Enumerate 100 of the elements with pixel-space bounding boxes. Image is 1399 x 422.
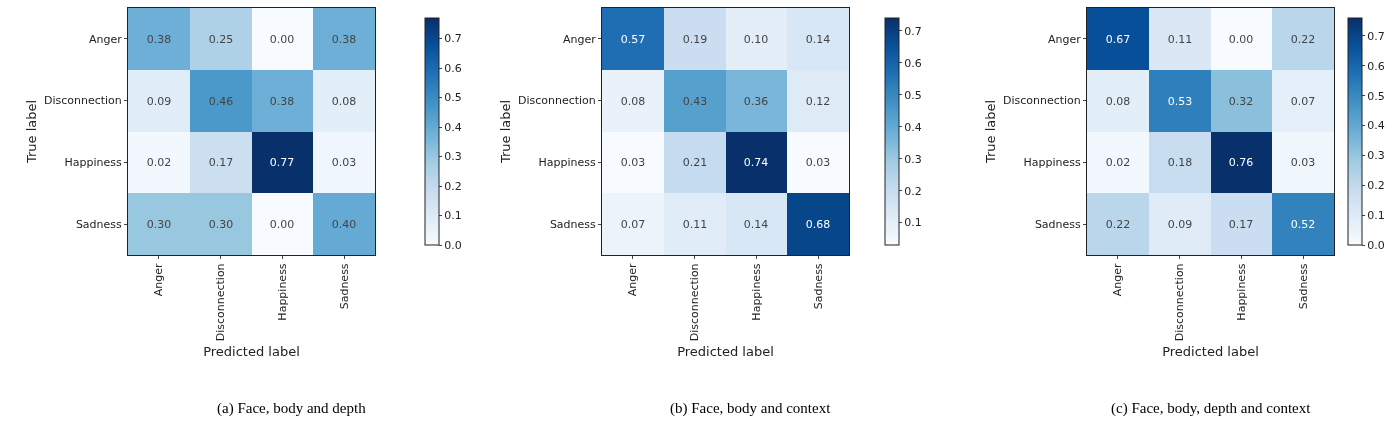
data-label: 0.36 bbox=[743, 94, 769, 108]
data-label: 0.08 bbox=[1105, 94, 1131, 108]
x-tick-label: Disconnection bbox=[688, 263, 702, 342]
color-bar-label: 0.5 bbox=[1367, 89, 1385, 103]
color-bar-label: 0.0 bbox=[444, 238, 462, 252]
data-label: 0.03 bbox=[620, 155, 646, 169]
color-bar-label: 0.6 bbox=[904, 56, 922, 70]
data-label: 0.38 bbox=[146, 32, 172, 46]
color-bar-label: 0.5 bbox=[904, 88, 922, 102]
color-bar-label: 0.4 bbox=[904, 120, 922, 134]
y-tick-label: Anger bbox=[89, 32, 123, 46]
x-tick-label: Anger bbox=[626, 262, 640, 297]
data-label: 0.21 bbox=[682, 155, 708, 169]
y-axis-title: True label bbox=[982, 99, 998, 165]
x-axis-title: Predicted label bbox=[203, 343, 300, 359]
data-label: 0.53 bbox=[1167, 94, 1193, 108]
data-label: 0.25 bbox=[208, 32, 234, 46]
color-bar-label: 0.4 bbox=[444, 120, 462, 134]
y-tick-label: Disconnection bbox=[1002, 94, 1081, 108]
data-label: 0.14 bbox=[743, 217, 769, 231]
x-tick-label: Happiness bbox=[275, 263, 289, 321]
data-label: 0.11 bbox=[682, 217, 708, 231]
y-axis-title: True label bbox=[497, 99, 513, 165]
y-tick-label: Sadness bbox=[75, 217, 123, 231]
y-tick-label: Happiness bbox=[1023, 156, 1082, 170]
data-label: 0.14 bbox=[805, 32, 831, 46]
color-bar-label: 0.2 bbox=[444, 179, 462, 193]
y-tick-label: Anger bbox=[563, 32, 597, 46]
color-bar-label: 0.6 bbox=[1367, 59, 1385, 73]
y-tick-label: Sadness bbox=[1034, 217, 1082, 231]
text: (b) Face, body and context bbox=[670, 400, 832, 417]
color-bar-label: 0.4 bbox=[1367, 119, 1385, 133]
data-label: 0.43 bbox=[682, 94, 708, 108]
data-label: 0.09 bbox=[146, 94, 172, 108]
data-label: 0.38 bbox=[269, 94, 295, 108]
data-label: 0.08 bbox=[331, 94, 357, 108]
data-label: 0.57 bbox=[620, 32, 646, 46]
data-label: 0.46 bbox=[208, 94, 234, 108]
color-bar-label: 0.2 bbox=[1367, 179, 1385, 193]
x-tick-label: Sadness bbox=[1296, 263, 1310, 310]
x-axis-title: Predicted label bbox=[677, 343, 774, 359]
x-axis-title: Predicted label bbox=[1162, 343, 1259, 359]
x-tick-label: Happiness bbox=[749, 263, 763, 321]
data-label: 0.22 bbox=[1290, 32, 1316, 46]
data-label: 0.32 bbox=[1228, 94, 1254, 108]
data-label: 0.18 bbox=[1167, 155, 1193, 169]
data-label: 0.03 bbox=[331, 155, 357, 169]
y-tick-label: Disconnection bbox=[43, 94, 122, 108]
y-tick-label: Happiness bbox=[538, 156, 597, 170]
data-label: 0.30 bbox=[208, 217, 234, 231]
y-tick-label: Disconnection bbox=[517, 94, 596, 108]
color-bar-label: 0.2 bbox=[904, 184, 922, 198]
data-label: 0.19 bbox=[682, 32, 708, 46]
color-bar-label: 0.7 bbox=[1367, 29, 1385, 43]
x-tick-label: Sadness bbox=[811, 263, 825, 310]
text: (c) Face, body, depth and context bbox=[1111, 400, 1312, 417]
color-bar-label: 0.3 bbox=[904, 152, 922, 166]
data-label: 0.38 bbox=[331, 32, 357, 46]
color-bar-label: 0.0 bbox=[1367, 238, 1385, 252]
data-label: 0.76 bbox=[1228, 155, 1254, 169]
y-tick-label: Sadness bbox=[549, 217, 597, 231]
data-label: 0.00 bbox=[1228, 32, 1254, 46]
data-label: 0.10 bbox=[743, 32, 769, 46]
y-axis-title: True label bbox=[23, 99, 39, 165]
data-label: 0.03 bbox=[1290, 155, 1316, 169]
data-label: 0.30 bbox=[146, 217, 172, 231]
data-label: 0.00 bbox=[269, 217, 295, 231]
color-bar-label: 0.7 bbox=[444, 32, 462, 46]
text: (a) Face, body and depth bbox=[217, 400, 367, 417]
color-bar-label: 0.1 bbox=[444, 209, 462, 223]
data-label: 0.52 bbox=[1290, 217, 1316, 231]
data-label: 0.40 bbox=[331, 217, 357, 231]
x-tick-label: Disconnection bbox=[1173, 263, 1187, 342]
y-tick-label: Happiness bbox=[64, 156, 123, 170]
color-bar-label: 0.6 bbox=[444, 61, 462, 75]
x-tick-label: Happiness bbox=[1234, 263, 1248, 321]
color-bar-label: 0.3 bbox=[444, 150, 462, 164]
x-tick-label: Sadness bbox=[337, 263, 351, 310]
data-label: 0.07 bbox=[620, 217, 646, 231]
x-tick-label: Disconnection bbox=[214, 263, 228, 342]
data-label: 0.02 bbox=[1105, 155, 1131, 169]
data-label: 0.00 bbox=[269, 32, 295, 46]
data-label: 0.17 bbox=[1228, 217, 1254, 231]
data-label: 0.77 bbox=[269, 155, 295, 169]
y-tick-label: Anger bbox=[1048, 32, 1082, 46]
color-bar-label: 0.1 bbox=[1367, 208, 1385, 222]
color-bar-label: 0.5 bbox=[444, 91, 462, 105]
data-label: 0.11 bbox=[1167, 32, 1193, 46]
x-tick-label: Anger bbox=[152, 262, 166, 297]
data-label: 0.22 bbox=[1105, 217, 1131, 231]
color-bar-label: 0.7 bbox=[904, 24, 922, 38]
data-label: 0.74 bbox=[743, 155, 769, 169]
data-label: 0.09 bbox=[1167, 217, 1193, 231]
color-bar-label: 0.3 bbox=[1367, 149, 1385, 163]
data-label: 0.08 bbox=[620, 94, 646, 108]
data-label: 0.68 bbox=[805, 217, 831, 231]
data-label: 0.67 bbox=[1105, 32, 1131, 46]
data-label: 0.03 bbox=[805, 155, 831, 169]
color-bar-label: 0.1 bbox=[904, 216, 922, 230]
data-label: 0.12 bbox=[805, 94, 831, 108]
